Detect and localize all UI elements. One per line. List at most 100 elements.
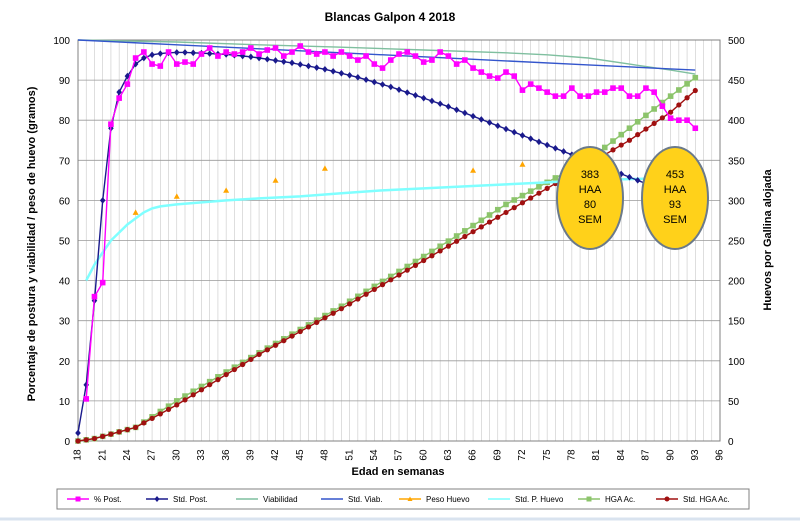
data-point bbox=[445, 243, 451, 249]
data-point bbox=[387, 57, 394, 63]
data-point bbox=[536, 85, 542, 91]
x-tick-label: 57 bbox=[394, 449, 405, 461]
data-point bbox=[240, 361, 246, 368]
data-point bbox=[470, 222, 476, 229]
data-point bbox=[486, 212, 493, 218]
data-point bbox=[396, 272, 402, 278]
data-point bbox=[445, 238, 452, 244]
x-tick-label: 96 bbox=[715, 449, 726, 461]
data-point bbox=[314, 319, 320, 325]
data-point bbox=[248, 45, 254, 51]
data-point bbox=[132, 55, 139, 61]
data-point bbox=[363, 291, 369, 297]
data-point bbox=[91, 293, 98, 300]
data-point bbox=[330, 67, 336, 75]
data-point bbox=[684, 95, 690, 101]
data-point bbox=[552, 175, 559, 181]
data-point bbox=[190, 61, 197, 67]
legend-label: Std. HGA Ac. bbox=[683, 495, 730, 504]
legend-swatch-marker bbox=[664, 496, 670, 502]
x-axis-title: Edad en semanas bbox=[352, 466, 445, 478]
x-tick-label: 39 bbox=[245, 449, 256, 461]
y-axis-right-title: Huevos por Gallina alojada bbox=[762, 169, 774, 311]
data-point bbox=[141, 54, 147, 62]
data-point bbox=[478, 224, 484, 230]
y-left-tick-label: 10 bbox=[59, 397, 71, 408]
data-point bbox=[346, 53, 353, 59]
data-point bbox=[173, 193, 180, 199]
data-point bbox=[165, 49, 172, 55]
legend-item: Viabilidad bbox=[236, 495, 298, 504]
data-point bbox=[264, 55, 271, 63]
legend-swatch-marker bbox=[586, 496, 592, 502]
data-point bbox=[528, 195, 534, 201]
data-point bbox=[429, 57, 435, 63]
data-point bbox=[478, 69, 485, 75]
data-point bbox=[396, 51, 402, 57]
data-point bbox=[379, 65, 386, 71]
data-point bbox=[141, 49, 147, 55]
data-point bbox=[552, 144, 559, 152]
legend-swatch-marker bbox=[407, 496, 413, 501]
data-point bbox=[91, 435, 98, 442]
legend-label: Std. P. Huevo bbox=[515, 495, 564, 504]
data-point bbox=[494, 206, 501, 213]
data-point bbox=[634, 119, 641, 125]
data-point bbox=[396, 268, 402, 275]
series-line bbox=[77, 39, 696, 71]
data-point bbox=[610, 85, 616, 91]
data-point bbox=[297, 61, 304, 68]
data-point bbox=[124, 81, 131, 87]
data-point bbox=[420, 59, 427, 65]
data-point bbox=[256, 51, 262, 57]
data-point bbox=[659, 103, 666, 109]
data-point bbox=[404, 89, 411, 96]
annotations: 383 HAA 80 SEM 453 HAA 93 SEM bbox=[556, 146, 709, 250]
data-point bbox=[190, 49, 197, 57]
data-point bbox=[206, 50, 213, 57]
y-left-tick-label: 50 bbox=[59, 237, 71, 248]
data-point bbox=[643, 85, 649, 91]
data-point bbox=[470, 65, 476, 71]
y-left-tick-label: 60 bbox=[59, 196, 71, 207]
series-line bbox=[85, 175, 696, 282]
data-point bbox=[355, 73, 361, 81]
y-left-tick-label: 90 bbox=[59, 76, 71, 87]
y-right-tick-label: 400 bbox=[728, 116, 745, 127]
y-right-tick-label: 500 bbox=[728, 36, 745, 47]
data-point bbox=[420, 94, 427, 102]
data-point bbox=[618, 85, 625, 91]
data-point bbox=[116, 88, 122, 96]
data-point bbox=[215, 374, 221, 380]
data-point bbox=[321, 165, 328, 171]
data-point bbox=[371, 283, 378, 290]
data-point bbox=[569, 85, 575, 91]
data-point bbox=[387, 83, 394, 91]
data-point bbox=[486, 73, 493, 79]
data-point bbox=[462, 57, 468, 63]
series-line bbox=[77, 39, 696, 75]
data-point bbox=[248, 356, 254, 363]
data-point bbox=[355, 293, 361, 300]
data-point bbox=[207, 382, 213, 388]
data-point bbox=[149, 61, 155, 67]
x-tick-label: 36 bbox=[221, 449, 232, 461]
data-point bbox=[305, 324, 312, 330]
data-point bbox=[313, 51, 320, 57]
series-group bbox=[75, 39, 699, 444]
data-point bbox=[527, 188, 534, 194]
data-point bbox=[495, 214, 501, 220]
data-point bbox=[519, 132, 526, 139]
data-point bbox=[231, 366, 237, 373]
data-point bbox=[478, 217, 485, 224]
data-point bbox=[684, 81, 690, 87]
x-tick-label: 78 bbox=[566, 449, 577, 461]
annotation-line: 383 bbox=[581, 169, 599, 181]
legend-item: Std. HGA Ac. bbox=[656, 495, 730, 504]
data-point bbox=[363, 288, 369, 295]
legend-item: % Post. bbox=[67, 495, 122, 504]
data-point bbox=[552, 93, 559, 99]
annotation-line: 80 bbox=[584, 199, 596, 211]
data-point bbox=[346, 71, 353, 79]
data-point bbox=[215, 53, 221, 59]
